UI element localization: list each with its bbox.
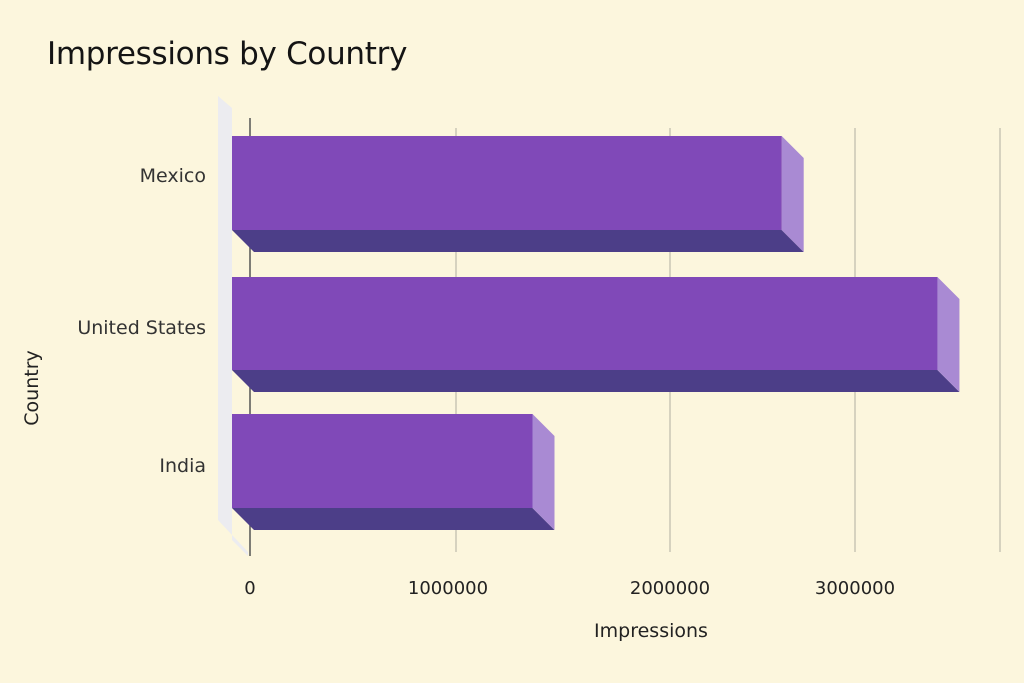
category-label: United States xyxy=(77,317,206,339)
x-tick-label: 2000000 xyxy=(630,578,710,599)
y-axis-title: Country xyxy=(21,350,43,425)
bar-side-face xyxy=(937,277,960,392)
bar-bottom-face xyxy=(232,508,555,530)
bar-side-face xyxy=(781,136,804,252)
bar-side-face xyxy=(532,414,555,530)
category-label: India xyxy=(159,455,206,477)
bar-front-face xyxy=(232,414,533,508)
bar-front-face xyxy=(232,277,938,370)
category-label: Mexico xyxy=(140,165,206,187)
x-tick-label: 1000000 xyxy=(408,578,488,599)
x-tick-label: 3000000 xyxy=(815,578,895,599)
bar-bottom-face xyxy=(232,370,960,392)
chart-title: Impressions by Country xyxy=(47,36,408,72)
bar-united-states xyxy=(232,277,960,392)
bar-front-face xyxy=(232,136,782,230)
x-axis-title: Impressions xyxy=(594,620,708,642)
chart-wall xyxy=(218,96,248,556)
bar-bottom-face xyxy=(232,230,804,252)
bar-india xyxy=(232,414,555,530)
x-tick-label: 0 xyxy=(244,578,255,599)
bar-mexico xyxy=(232,136,804,252)
